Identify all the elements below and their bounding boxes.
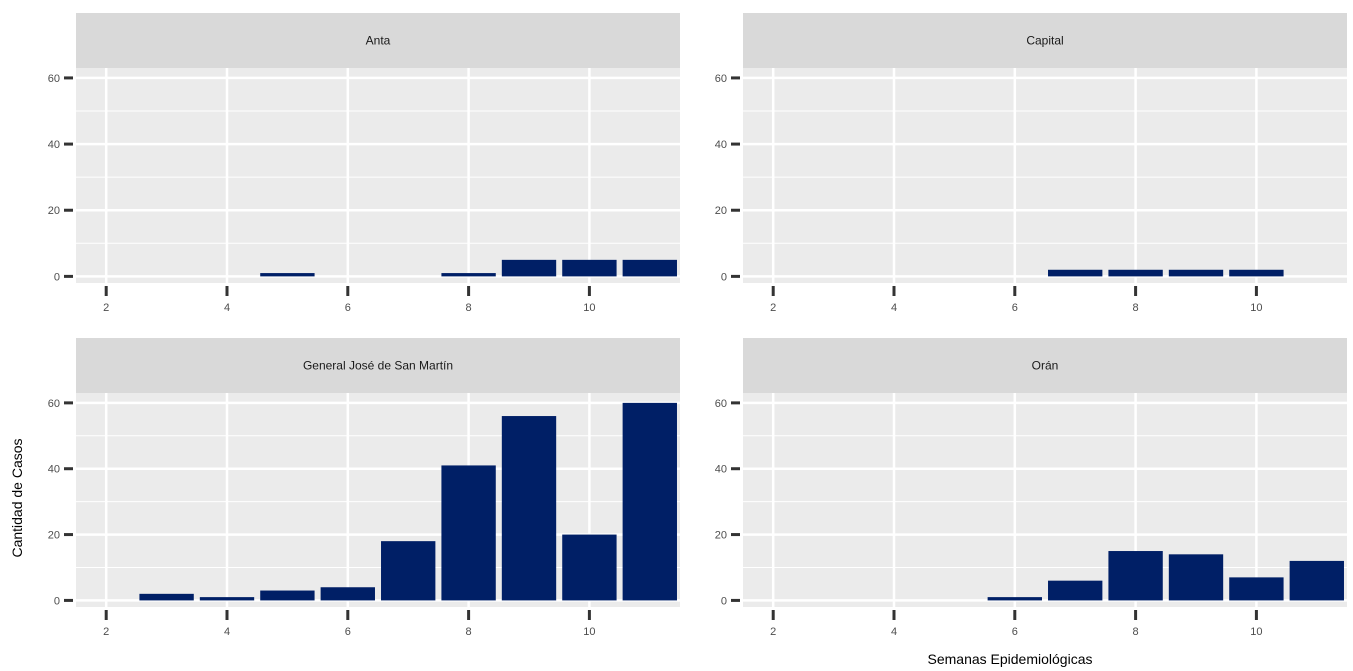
x-tick-label: 8 xyxy=(466,302,472,314)
x-tick-label: 6 xyxy=(345,626,351,638)
bar xyxy=(622,259,677,277)
bar xyxy=(1229,269,1284,277)
x-axis-title: Semanas Epidemiológicas xyxy=(928,651,1093,667)
y-tick-label: 40 xyxy=(48,139,60,151)
bar xyxy=(441,273,496,277)
x-tick-label: 2 xyxy=(770,626,776,638)
panel-background xyxy=(743,68,1347,283)
y-tick-label: 60 xyxy=(715,73,727,85)
bar xyxy=(1229,577,1284,601)
x-tick-label: 4 xyxy=(891,302,897,314)
panel-background xyxy=(743,393,1347,607)
x-tick-label: 4 xyxy=(224,302,230,314)
facet-title: Anta xyxy=(366,34,391,48)
y-tick-label: 20 xyxy=(48,530,60,542)
facet-panel: Anta 0 20 40 60 2 4 6 8 10 xyxy=(48,13,680,314)
facet-strip xyxy=(743,338,1347,393)
y-tick-label: 60 xyxy=(715,398,727,410)
bar xyxy=(320,587,375,601)
bar xyxy=(562,534,617,601)
y-tick-label: 60 xyxy=(48,73,60,85)
x-tick-label: 10 xyxy=(1250,302,1262,314)
bar xyxy=(501,259,557,277)
facet-panel: Orán 0 20 40 60 2 4 6 8 10 xyxy=(715,338,1347,638)
y-tick-label: 0 xyxy=(54,595,60,607)
y-tick-label: 20 xyxy=(715,530,727,542)
x-tick-label: 6 xyxy=(1012,626,1018,638)
bar xyxy=(1168,269,1224,277)
bar xyxy=(1048,269,1103,277)
bar xyxy=(1108,269,1163,277)
bar xyxy=(139,593,194,601)
facet-strip xyxy=(76,13,680,68)
bar xyxy=(260,273,315,277)
x-tick-label: 8 xyxy=(466,626,472,638)
bar xyxy=(260,590,315,601)
bar xyxy=(441,465,496,601)
bar xyxy=(501,416,557,601)
y-tick-label: 40 xyxy=(48,464,60,476)
x-tick-label: 8 xyxy=(1133,626,1139,638)
x-tick-label: 8 xyxy=(1133,302,1139,314)
x-tick-label: 10 xyxy=(1250,626,1262,638)
x-tick-label: 10 xyxy=(583,302,595,314)
facet-title: General José de San Martín xyxy=(303,359,453,373)
y-tick-label: 0 xyxy=(721,595,727,607)
y-tick-label: 40 xyxy=(715,464,727,476)
y-tick-label: 20 xyxy=(48,205,60,217)
x-tick-label: 6 xyxy=(1012,302,1018,314)
x-tick-label: 10 xyxy=(583,626,595,638)
y-tick-label: 0 xyxy=(54,271,60,283)
x-tick-label: 2 xyxy=(770,302,776,314)
facet-title: Capital xyxy=(1026,34,1063,48)
facet-panel: Capital 0 20 40 60 2 4 6 8 10 xyxy=(715,13,1347,314)
facet-strip xyxy=(76,338,680,393)
bar xyxy=(1289,560,1344,601)
bar xyxy=(1108,551,1163,601)
y-tick-label: 0 xyxy=(721,271,727,283)
bar xyxy=(562,259,617,277)
panel-background xyxy=(76,68,680,283)
bar xyxy=(1168,554,1224,601)
y-tick-label: 60 xyxy=(48,398,60,410)
bar xyxy=(199,597,255,601)
y-tick-label: 40 xyxy=(715,139,727,151)
x-tick-label: 2 xyxy=(103,626,109,638)
y-tick-label: 20 xyxy=(715,205,727,217)
x-tick-label: 6 xyxy=(345,302,351,314)
facet-strip xyxy=(743,13,1347,68)
facet-panel: General José de San Martín 0 20 40 60 2 4 6 8 10 xyxy=(48,338,680,638)
bar xyxy=(622,402,677,601)
x-tick-label: 4 xyxy=(891,626,897,638)
y-axis-title: Cantidad de Casos xyxy=(9,438,25,557)
x-tick-label: 4 xyxy=(224,626,230,638)
bar xyxy=(1048,580,1103,601)
facet-title: Orán xyxy=(1032,359,1059,373)
bar xyxy=(987,597,1042,601)
bar xyxy=(381,541,436,601)
x-tick-label: 2 xyxy=(103,302,109,314)
